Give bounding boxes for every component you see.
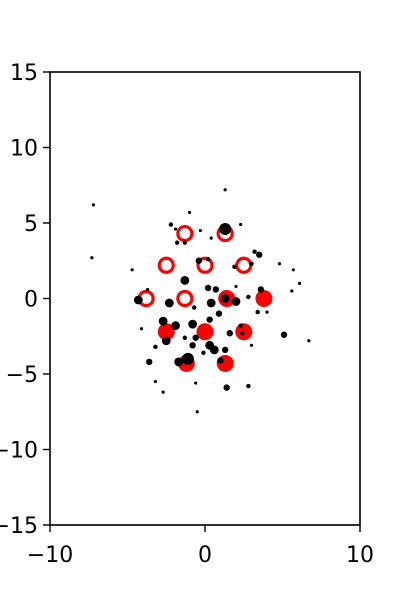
- x-tick-label-0: −10: [27, 543, 73, 568]
- black-point-33: [191, 305, 197, 310]
- red-hollow-point-3: [196, 256, 214, 274]
- black-point-60: [217, 357, 224, 364]
- y-tick-label-2: −5: [6, 363, 38, 388]
- black-point-22: [212, 286, 220, 293]
- black-point-30: [220, 294, 230, 303]
- black-point-2: [223, 188, 227, 192]
- red-hollow-point-4: [235, 256, 253, 274]
- y-tick-label-5: 10: [10, 137, 38, 162]
- x-tick-label-1: 0: [198, 543, 212, 568]
- black-point-17: [277, 262, 281, 266]
- black-point-48: [280, 331, 288, 338]
- black-point-54: [201, 350, 206, 356]
- black-point-16: [249, 261, 254, 266]
- black-point-46: [226, 330, 233, 337]
- black-point-51: [189, 342, 196, 349]
- red-filled-point-1: [255, 290, 273, 307]
- black-point-65: [161, 390, 165, 394]
- black-point-47: [240, 331, 245, 336]
- y-tick-label-3: 0: [24, 288, 38, 313]
- black-point-55: [221, 346, 229, 354]
- black-point-66: [195, 410, 199, 414]
- red-hollow-point-6: [176, 289, 194, 308]
- black-point-21: [204, 284, 212, 292]
- black-point-67: [146, 287, 150, 292]
- y-tick-label-6: 15: [10, 61, 38, 86]
- black-point-43: [161, 336, 171, 346]
- black-point-41: [238, 323, 243, 328]
- red-hollow-point-2: [157, 256, 175, 274]
- black-point-45: [192, 334, 199, 341]
- black-point-53: [209, 345, 219, 355]
- black-point-15: [205, 257, 211, 262]
- y-tick-label-1: −10: [0, 439, 38, 464]
- black-point-49: [307, 339, 311, 343]
- black-point-50: [153, 344, 158, 350]
- black-point-14: [195, 257, 202, 264]
- black-point-29: [206, 298, 216, 308]
- black-point-63: [223, 384, 230, 391]
- black-point-11: [209, 236, 213, 240]
- black-point-12: [252, 249, 257, 254]
- red-filled-point-4: [157, 323, 175, 341]
- black-point-18: [291, 268, 295, 272]
- black-point-28: [164, 298, 174, 308]
- black-point-40: [206, 316, 213, 323]
- black-point-32: [246, 294, 251, 300]
- black-point-44: [182, 335, 188, 340]
- ticks-layer: −10 0 10 −15 −10 −5 0 5 10 15: [0, 61, 374, 568]
- black-point-20: [180, 275, 190, 285]
- black-point-31: [231, 297, 241, 306]
- black-point-42: [139, 327, 144, 331]
- black-point-9: [174, 240, 180, 245]
- black-point-61: [153, 379, 157, 384]
- points-layer: [90, 188, 311, 414]
- black-point-35: [255, 309, 260, 315]
- black-point-24: [257, 286, 264, 293]
- black-point-59: [181, 352, 194, 365]
- black-point-68: [232, 264, 237, 269]
- black-point-7: [173, 227, 178, 231]
- red-filled-point-2: [196, 323, 214, 341]
- black-point-36: [265, 310, 269, 314]
- black-point-26: [290, 289, 294, 293]
- black-point-8: [198, 228, 202, 233]
- y-tick-label-0: −15: [0, 514, 38, 539]
- black-point-10: [182, 240, 188, 245]
- black-point-37: [158, 316, 168, 326]
- black-point-62: [194, 381, 198, 385]
- plot-frame: [49, 71, 361, 526]
- red-filled-point-6: [216, 354, 234, 372]
- black-point-13: [256, 251, 263, 258]
- black-point-19: [130, 268, 134, 272]
- black-point-39: [188, 319, 198, 329]
- black-point-3: [187, 210, 192, 215]
- black-point-6: [219, 223, 232, 236]
- black-point-0: [91, 203, 95, 207]
- black-point-56: [249, 343, 254, 347]
- black-point-5: [239, 222, 243, 227]
- red-hollow-point-0: [176, 224, 194, 243]
- black-point-38: [171, 321, 180, 331]
- black-point-34: [215, 310, 223, 317]
- black-point-57: [146, 358, 153, 366]
- black-point-23: [234, 284, 238, 289]
- black-point-64: [246, 383, 251, 389]
- black-point-4: [168, 222, 174, 227]
- black-point-25: [297, 281, 302, 285]
- y-tick-label-4: 5: [24, 212, 38, 237]
- black-point-27: [133, 295, 143, 305]
- black-point-1: [90, 256, 94, 260]
- black-point-58: [174, 357, 184, 367]
- x-tick-label-2: 10: [346, 543, 374, 568]
